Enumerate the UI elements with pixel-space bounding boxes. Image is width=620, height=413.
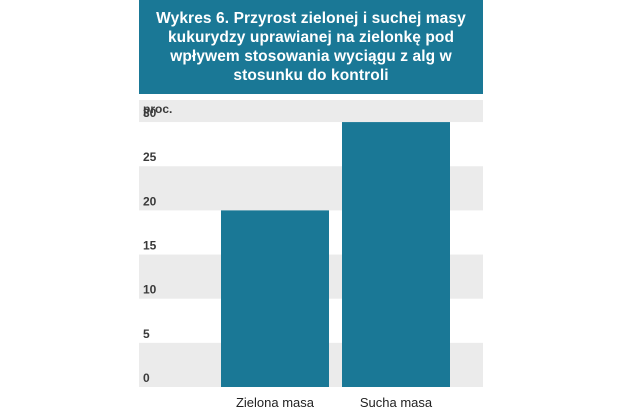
y-tick-label: 20 [143, 194, 157, 208]
y-tick-label: 25 [143, 150, 157, 164]
bar-zielona-masa [221, 210, 329, 387]
x-category-label: Zielona masa [236, 395, 315, 410]
y-unit-label: proc. [143, 102, 172, 116]
y-tick-label: 30 [143, 106, 157, 120]
bar-sucha-masa [342, 122, 450, 388]
y-tick-label: 10 [143, 283, 157, 297]
chart-title: Wykres 6. Przyrost zielonej i suchej mas… [156, 10, 466, 84]
chart-title-box: Wykres 6. Przyrost zielonej i suchej mas… [139, 0, 483, 94]
y-tick-label: 15 [143, 239, 157, 253]
bar-chart: proc. 0 5 10 15 20 25 30 Zielona masa Sucha masa [139, 94, 483, 413]
x-category-label: Sucha masa [360, 395, 433, 410]
y-tick-label: 0 [143, 371, 150, 385]
chart-svg: proc. 0 5 10 15 20 25 30 Zielona masa Sucha masa [139, 100, 483, 410]
y-tick-label: 5 [143, 327, 150, 341]
grid-band [139, 100, 483, 123]
